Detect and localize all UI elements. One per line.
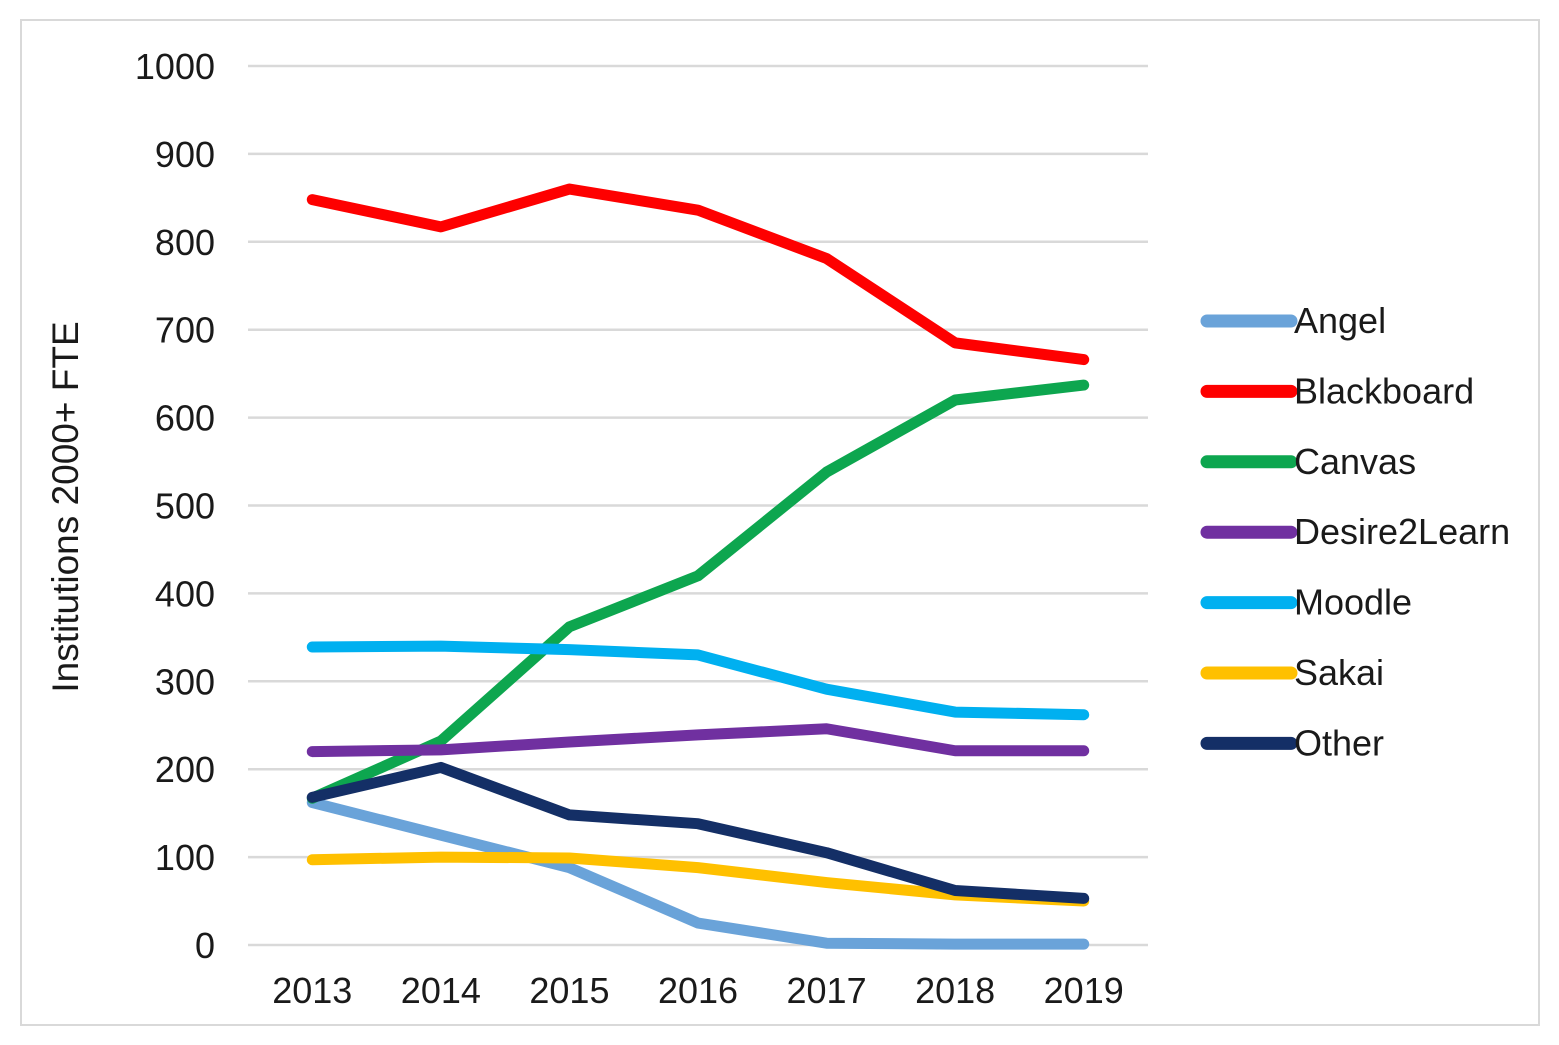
y-tick-label-600: 600 — [155, 398, 215, 439]
x-axis-label-2018: 2018 — [915, 970, 995, 1011]
x-axis-label-2014: 2014 — [401, 970, 481, 1011]
legend-label-sakai: Sakai — [1294, 652, 1384, 693]
x-axis-label-2019: 2019 — [1044, 970, 1124, 1011]
x-axis-label-2017: 2017 — [787, 970, 867, 1011]
x-axis-label-2015: 2015 — [529, 970, 609, 1011]
y-axis-title: Institutions 2000+ FTE — [45, 321, 86, 692]
y-tick-label-1000: 1000 — [135, 46, 215, 87]
y-tick-label-100: 100 — [155, 837, 215, 878]
y-tick-label-200: 200 — [155, 749, 215, 790]
series-line-canvas — [306, 379, 1090, 804]
y-tick-label-300: 300 — [155, 661, 215, 702]
x-axis-label-2016: 2016 — [658, 970, 738, 1011]
legend-item-other: Other — [1200, 722, 1384, 763]
series-line-angel — [306, 797, 1090, 950]
series-line-other — [306, 761, 1090, 904]
legend-item-desire2learn: Desire2Learn — [1200, 511, 1510, 552]
legend-item-blackboard: Blackboard — [1200, 370, 1474, 411]
x-axis-label-2013: 2013 — [272, 970, 352, 1011]
legend-item-canvas: Canvas — [1200, 441, 1416, 482]
gridlines — [248, 64, 1148, 947]
y-tick-label-900: 900 — [155, 134, 215, 175]
x-axis-labels: 2013 2014 2015 2016 2017 2018 2019 — [272, 970, 1124, 1011]
y-axis-tick-labels: 0 100 200 300 400 500 600 700 800 900 1000 — [135, 46, 215, 966]
legend-label-angel: Angel — [1294, 300, 1386, 341]
legend-label-desire2learn: Desire2Learn — [1294, 511, 1510, 552]
series-line-desire2learn — [306, 723, 1090, 758]
legend-item-angel: Angel — [1200, 300, 1386, 341]
y-tick-label-700: 700 — [155, 310, 215, 351]
series-line-moodle — [306, 640, 1090, 721]
y-tick-label-400: 400 — [155, 573, 215, 614]
legend-label-other: Other — [1294, 722, 1384, 763]
legend-label-canvas: Canvas — [1294, 441, 1416, 482]
series-line-blackboard — [306, 183, 1090, 366]
y-tick-label-800: 800 — [155, 222, 215, 263]
legend-item-moodle: Moodle — [1200, 582, 1412, 623]
series-lines — [306, 183, 1090, 950]
legend: Angel Blackboard Canvas Desire2Learn Moodle S… — [1200, 300, 1510, 763]
legend-label-blackboard: Blackboard — [1294, 370, 1474, 411]
legend-item-sakai: Sakai — [1200, 652, 1384, 693]
y-tick-label-500: 500 — [155, 486, 215, 527]
y-tick-label-0: 0 — [195, 925, 215, 966]
legend-label-moodle: Moodle — [1294, 582, 1412, 623]
